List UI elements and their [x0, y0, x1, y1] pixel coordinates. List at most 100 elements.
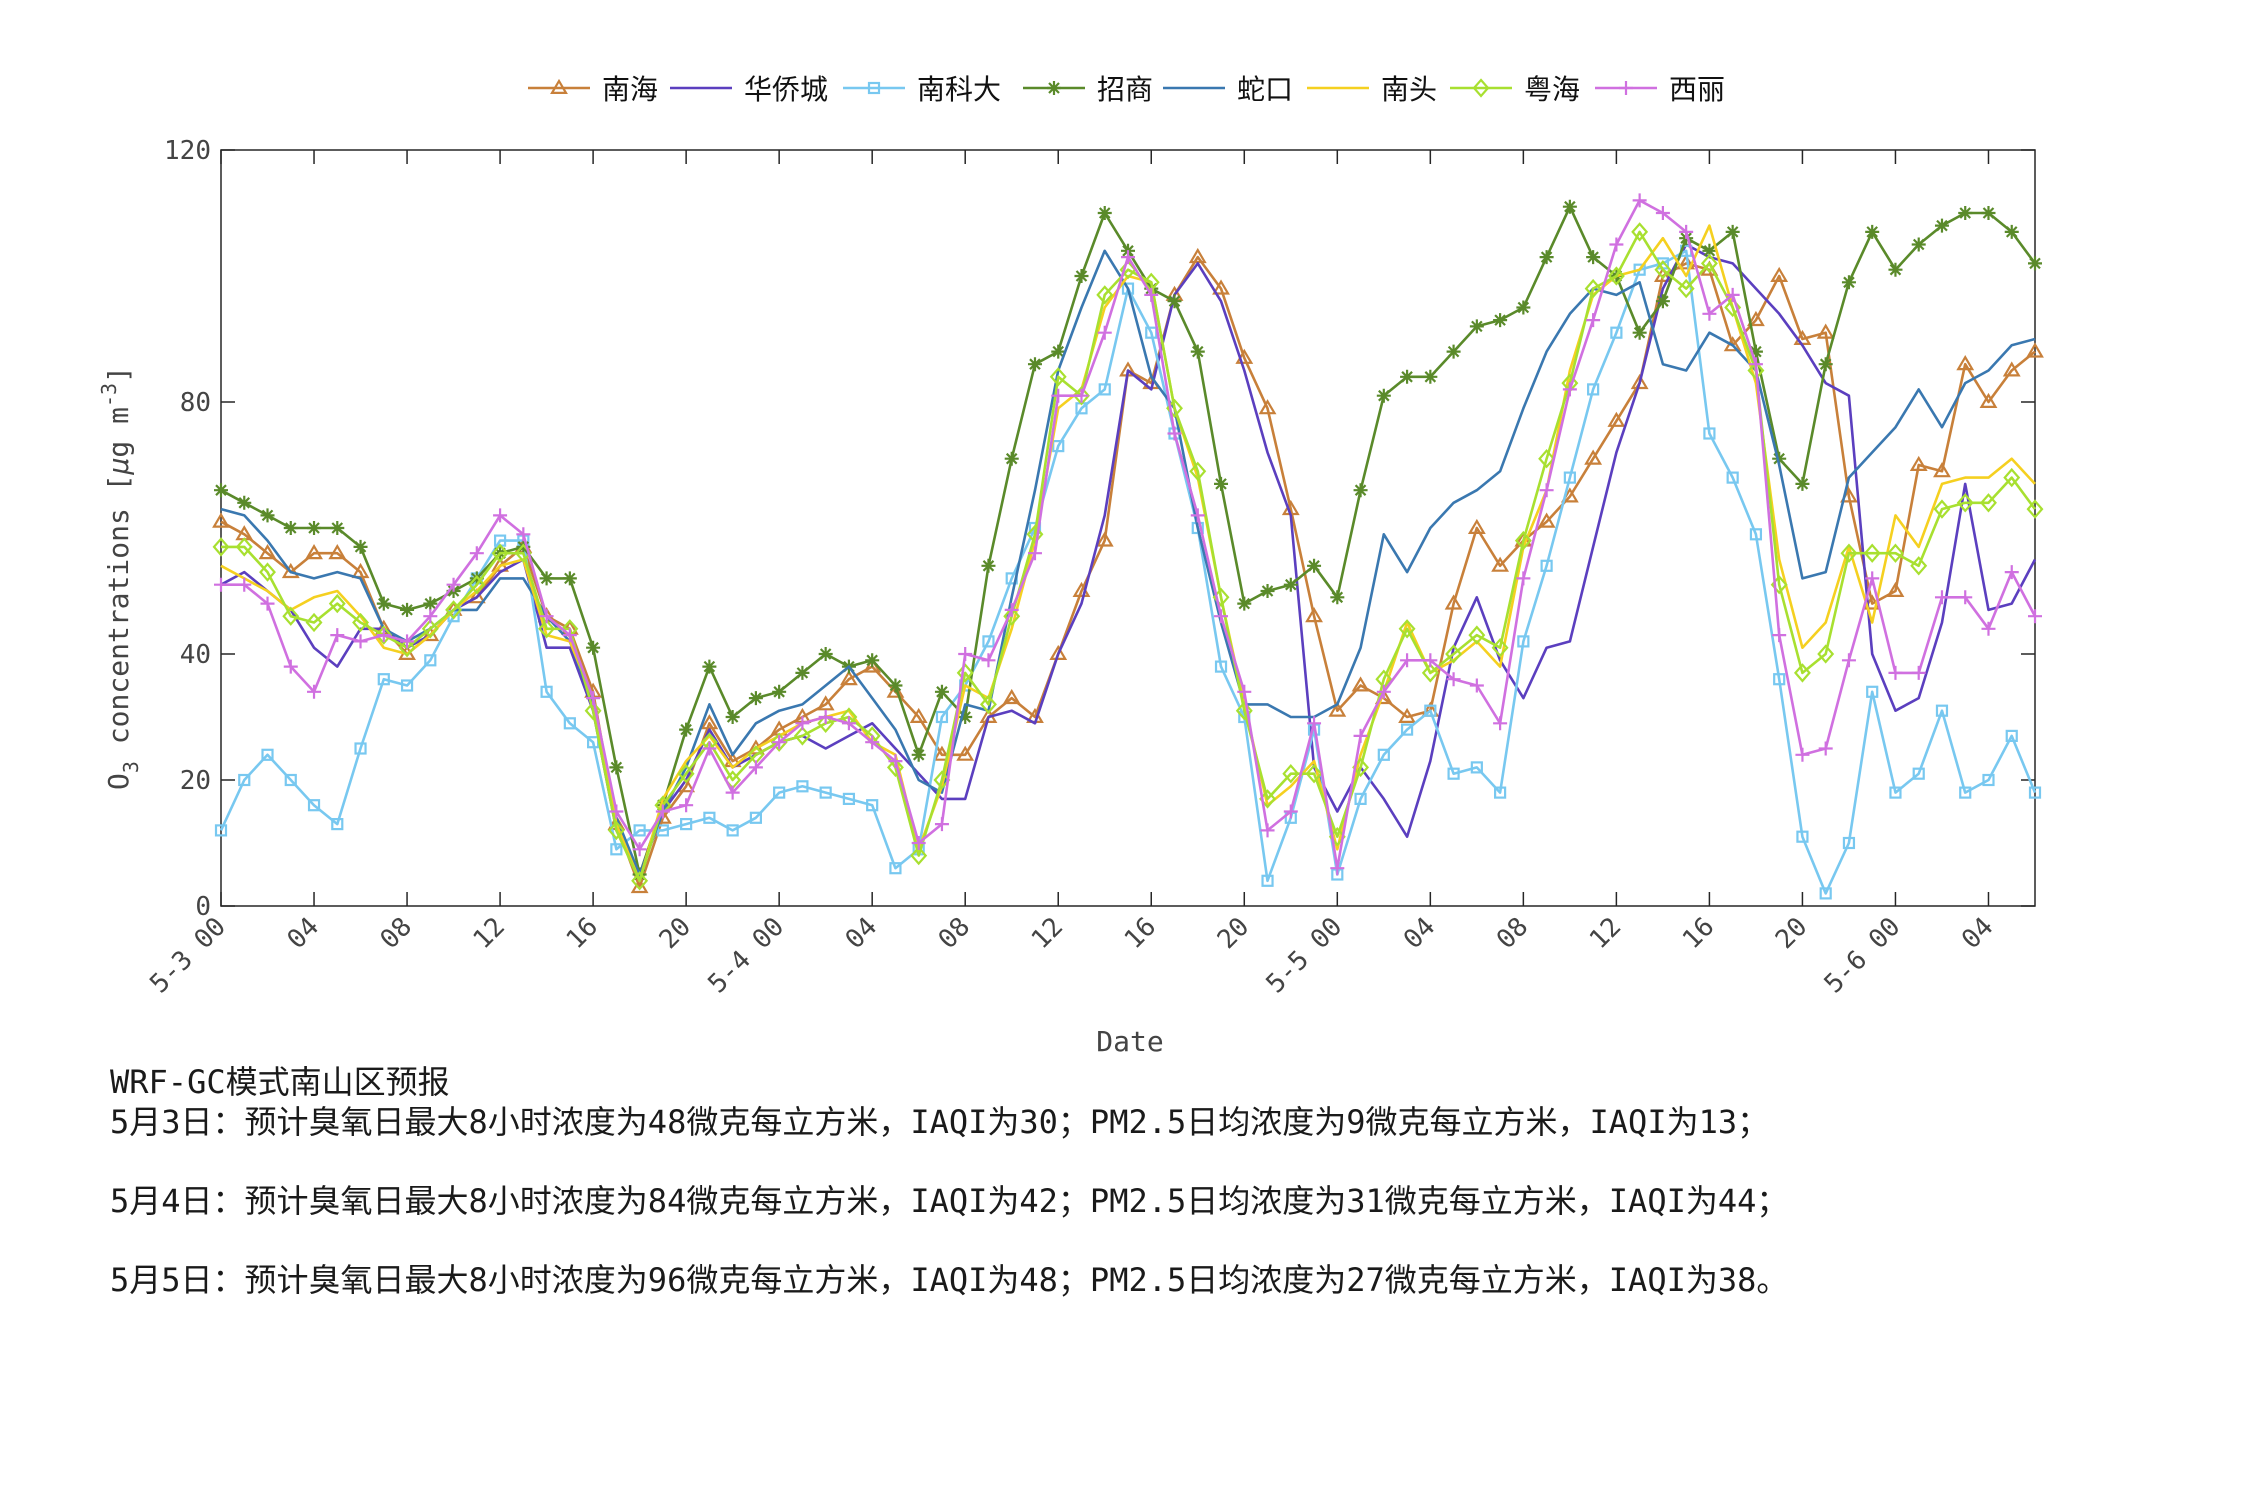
x-tick-label: 5-5 00: [1261, 912, 1349, 1000]
data-point: [679, 722, 694, 737]
series-4: [220, 249, 2036, 876]
y-tick-label: 0: [195, 892, 211, 922]
x-tick-label: 12: [468, 912, 511, 955]
data-point: [886, 757, 904, 778]
data-point: [1866, 685, 1879, 698]
data-point: [1188, 247, 1207, 264]
data-point: [1725, 224, 1740, 239]
data-point: [353, 539, 368, 554]
legend-label: 蛇口: [1237, 73, 1293, 106]
data-point: [1748, 357, 1763, 372]
data-point: [793, 726, 811, 746]
legend-item: 蛇口: [1163, 73, 1293, 106]
data-point: [1424, 704, 1437, 717]
data-point: [632, 842, 647, 857]
data-point: [817, 713, 835, 733]
data-point: [1096, 285, 1114, 305]
data-point: [795, 665, 810, 680]
data-point: [1305, 607, 1323, 623]
data-point: [795, 716, 810, 731]
data-point: [328, 593, 346, 614]
data-point: [1446, 672, 1461, 687]
data-point: [1911, 237, 1926, 252]
data-point: [1516, 571, 1531, 586]
data-point: [841, 716, 856, 731]
x-tick-label: 5-6 00: [1819, 912, 1907, 1000]
data-point: [1353, 728, 1368, 743]
legend-item: 西丽: [1595, 73, 1725, 106]
series-7: [214, 193, 2042, 876]
data-point: [700, 714, 719, 730]
data-point: [1607, 266, 1625, 286]
data-point: [1353, 483, 1368, 498]
data-point: [400, 602, 415, 617]
data-point: [469, 546, 484, 561]
data-point: [1235, 701, 1253, 721]
forecast-line-may5: 5月5日：预计臭氧日最大8小时浓度为96微克每立方米，IAQI为48；PM2.5…: [110, 1261, 1789, 1299]
data-point: [235, 537, 253, 557]
data-point: [1749, 528, 1763, 541]
y-tick-label: 40: [180, 640, 211, 670]
data-point: [468, 575, 486, 595]
legend-item: 南海: [528, 73, 658, 106]
data-point: [260, 596, 275, 611]
data-point: [1494, 786, 1507, 799]
data-point: [493, 508, 508, 523]
data-point: [214, 483, 228, 498]
data-point: [307, 799, 321, 812]
data-point: [1423, 369, 1438, 384]
data-point: [1584, 278, 1602, 299]
data-point: [2003, 467, 2021, 488]
data-point: [1539, 483, 1554, 498]
data-point: [1863, 543, 1881, 563]
data-point: [865, 735, 880, 750]
data-point: [866, 799, 879, 812]
data-point: [1819, 887, 1832, 900]
data-point: [1746, 310, 1765, 327]
data-point: [1444, 594, 1463, 610]
data-point: [1237, 684, 1252, 699]
data-point: [1351, 676, 1370, 692]
data-point: [1841, 275, 1856, 290]
data-point: [540, 685, 553, 698]
data-point: [421, 619, 439, 639]
data-point: [1619, 81, 1633, 95]
data-point: [1725, 287, 1740, 302]
data-point: [1562, 382, 1577, 397]
forecast-line-may3: 5月3日：预计臭氧日最大8小时浓度为48微克每立方米，IAQI为30；PM2.5…: [110, 1103, 1770, 1141]
legend-item: 招商: [1023, 73, 1153, 106]
data-point: [958, 710, 973, 724]
data-point: [818, 647, 833, 661]
data-point: [1587, 383, 1600, 396]
data-point: [886, 682, 905, 698]
data-point: [1493, 716, 1508, 731]
data-point: [842, 792, 856, 806]
data-point: [726, 824, 739, 837]
data-point: [1772, 628, 1787, 643]
data-point: [933, 745, 951, 761]
data-point: [1889, 786, 1902, 799]
data-point: [1563, 471, 1576, 484]
data-point: [633, 824, 646, 837]
data-point: [586, 640, 601, 655]
data-point: [423, 596, 438, 611]
data-point: [909, 707, 928, 724]
data-point: [1934, 590, 1949, 605]
x-tick-label: 16: [1677, 912, 1720, 955]
legend-item: 粤海: [1450, 73, 1580, 106]
data-point: [1049, 644, 1068, 661]
data-point: [538, 619, 556, 639]
data-point: [1049, 367, 1067, 387]
chart-legend: 南海 华侨城 南科大 招商 蛇口 南头 粤海 西丽: [528, 73, 1725, 106]
data-point: [1098, 383, 1111, 396]
data-point: [1074, 269, 1089, 283]
data-point: [1237, 596, 1252, 611]
data-point: [376, 628, 391, 643]
data-point: [933, 770, 951, 790]
data-point: [1981, 206, 1996, 220]
data-point: [1958, 590, 1973, 605]
data-point: [1632, 193, 1647, 208]
data-point: [261, 748, 274, 761]
data-point: [1004, 602, 1019, 617]
x-tick-label: 04: [1398, 912, 1441, 955]
